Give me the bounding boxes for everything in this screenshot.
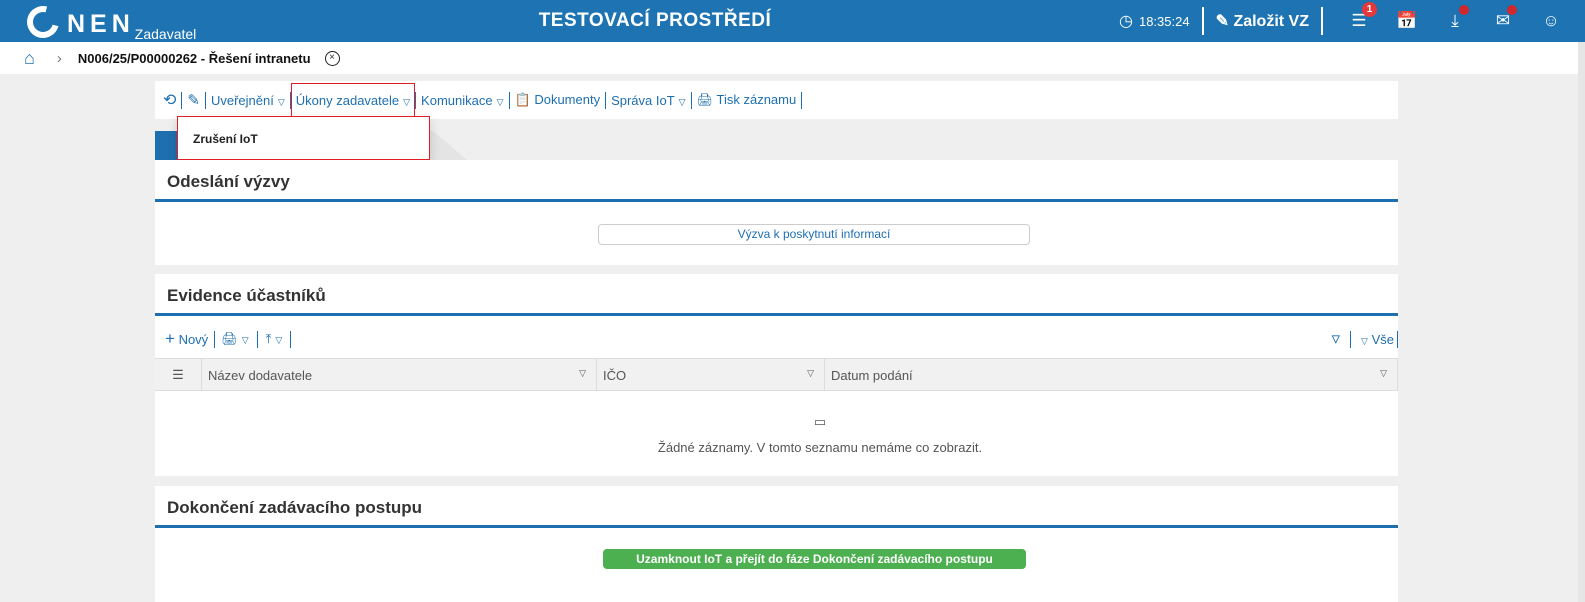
- empty-message: Žádné záznamy. V tomto seznamu nemáme co…: [657, 440, 983, 455]
- create-vz-button[interactable]: ✎ Založit VZ: [1216, 11, 1309, 31]
- plus-icon: +: [165, 329, 175, 348]
- toolbar-contracting-actions[interactable]: Úkony zadavatele ▽: [290, 82, 416, 118]
- label: Název dodavatele: [208, 368, 313, 383]
- clock-icon: ◷: [1119, 13, 1133, 30]
- print-menu-button[interactable]: 🖨 ▽: [221, 331, 248, 347]
- label: Komunikace: [421, 92, 493, 108]
- table-header: ☰ Název dodavatele ▽ IČO ▽ Datum podání ▽: [155, 358, 1398, 391]
- section-title: Evidence účastníků: [155, 274, 1398, 316]
- list-toolbar-right: ▿ ▽ Vše: [1331, 329, 1398, 349]
- action-toolbar: ⟲ ✎ Uveřejnění ▽ Úkony zadavatele ▽ Komuni…: [155, 81, 1398, 119]
- label: Správa IoT: [611, 92, 675, 108]
- top-header: NEN Zadavatel TESTOVACÍ PROSTŘEDÍ ◷ 18:3…: [0, 0, 1585, 44]
- label: Nový: [178, 332, 209, 347]
- logo-subtitle: Zadavatel: [134, 26, 197, 42]
- download-button[interactable]: ⤓: [1431, 5, 1479, 31]
- list-toolbar: + Nový 🖨 ▽ ⤒ ▽: [165, 329, 299, 349]
- column-submission-date[interactable]: Datum podání ▽: [825, 359, 1398, 390]
- download-icon: ⤓: [1451, 11, 1459, 30]
- toolbar-print-record[interactable]: 🖨 Tisk záznamu: [697, 92, 797, 108]
- divider: [1201, 7, 1204, 35]
- caret-down-icon: ▽: [275, 335, 283, 345]
- user-button[interactable]: ☺: [1527, 11, 1575, 31]
- section-send-request: Odeslání výzvy Výzva k poskytnutí inform…: [155, 160, 1398, 265]
- section-completion: Dokončení zadávacího postupu Uzamknout I…: [155, 486, 1398, 602]
- status-dot: [1459, 5, 1469, 15]
- share-icon: ⤒: [265, 331, 272, 346]
- new-button[interactable]: + Nový: [165, 329, 208, 349]
- calendar-icon: 📅: [1396, 11, 1418, 30]
- label: Datum podání: [831, 368, 913, 383]
- print-icon: 🖨: [221, 331, 238, 346]
- caret-down-icon: ▽: [678, 96, 686, 107]
- section-participants: Evidence účastníků + Nový 🖨 ▽ ⤒ ▽ ▿ ▽ Vše …: [155, 274, 1398, 476]
- toolbar-communication[interactable]: Komunikace ▽: [421, 93, 503, 108]
- mail-button[interactable]: ✉: [1479, 5, 1527, 31]
- create-vz-label: Založit VZ: [1233, 13, 1309, 30]
- column-ico[interactable]: IČO ▽: [597, 359, 825, 390]
- request-info-button[interactable]: Výzva k poskytnutí informací: [598, 224, 1030, 245]
- logo-text: NEN: [67, 10, 135, 38]
- column-supplier-name[interactable]: Název dodavatele ▽: [202, 359, 597, 390]
- user-icon: ☺: [1542, 11, 1560, 30]
- caret-down-icon: ▽: [1361, 335, 1368, 346]
- label: IČO: [603, 368, 627, 383]
- sort-icon[interactable]: ▽: [807, 368, 814, 378]
- caret-down-icon: ▽: [496, 96, 504, 107]
- label: Tisk záznamu: [716, 92, 797, 107]
- dropdown-menu: Zrušení IoT: [177, 116, 430, 160]
- section-title: Odeslání výzvy: [155, 160, 1398, 202]
- menu-item-cancel-iot[interactable]: Zrušení IoT: [193, 132, 258, 146]
- edit-icon: ✎: [1215, 13, 1234, 30]
- label: Úkony zadavatele: [295, 92, 400, 108]
- filter-icon[interactable]: ▿: [1331, 329, 1341, 348]
- menu-button[interactable]: ☰ 1: [1335, 2, 1383, 31]
- caret-down-icon: ▽: [403, 96, 411, 107]
- label: Uveřejnění: [210, 92, 274, 108]
- edit-icon[interactable]: ✎: [187, 92, 200, 109]
- menu-icon: ☰: [1351, 11, 1367, 30]
- caret-down-icon: ▽: [241, 335, 249, 345]
- breadcrumb: ⌂ › N006/25/P00000262 - Řešení intranetu…: [0, 42, 1578, 74]
- sort-icon[interactable]: ▽: [1380, 368, 1387, 378]
- toolbar-iot-management[interactable]: Správa IoT ▽: [611, 93, 686, 108]
- print-icon: 🖨: [696, 92, 714, 107]
- session-time: 18:35:24: [1138, 13, 1190, 29]
- home-icon[interactable]: ⌂: [24, 47, 35, 68]
- caret-down-icon: ▽: [277, 96, 285, 107]
- empty-inbox-icon: ▭: [813, 414, 827, 429]
- section-title: Dokončení zadávacího postupu: [155, 486, 1398, 528]
- clipboard-icon: 📋: [514, 92, 531, 107]
- toolbar-documents[interactable]: 📋 Dokumenty: [515, 92, 601, 108]
- calendar-button[interactable]: 📅: [1383, 11, 1431, 31]
- toolbar-publication[interactable]: Uveřejnění ▽: [211, 93, 285, 108]
- notification-badge: 1: [1362, 2, 1377, 17]
- label: Dokumenty: [534, 92, 601, 107]
- view-filter-button[interactable]: ▽ Vše: [1361, 332, 1394, 347]
- export-menu-button[interactable]: ⤒ ▽: [266, 331, 283, 347]
- refresh-icon[interactable]: ⟲: [163, 92, 177, 109]
- lock-and-continue-button[interactable]: Uzamknout IoT a přejít do fáze Dokončení…: [603, 549, 1026, 569]
- mail-icon: ✉: [1495, 11, 1511, 30]
- scrollbar[interactable]: [1578, 42, 1585, 602]
- nen-logo[interactable]: NEN Zadavatel: [21, 0, 196, 44]
- environment-title: TESTOVACÍ PROSTŘEDÍ: [538, 10, 772, 31]
- chevron-right-icon: ›: [56, 49, 62, 67]
- divider: [1321, 7, 1323, 35]
- breadcrumb-title[interactable]: N006/25/P00000262 - Řešení intranetu: [77, 50, 311, 66]
- label: Vše: [1371, 331, 1394, 347]
- close-icon[interactable]: ×: [324, 50, 340, 66]
- column-settings-icon[interactable]: ☰: [155, 359, 202, 390]
- sort-icon[interactable]: ▽: [579, 368, 586, 378]
- status-dot: [1507, 5, 1517, 15]
